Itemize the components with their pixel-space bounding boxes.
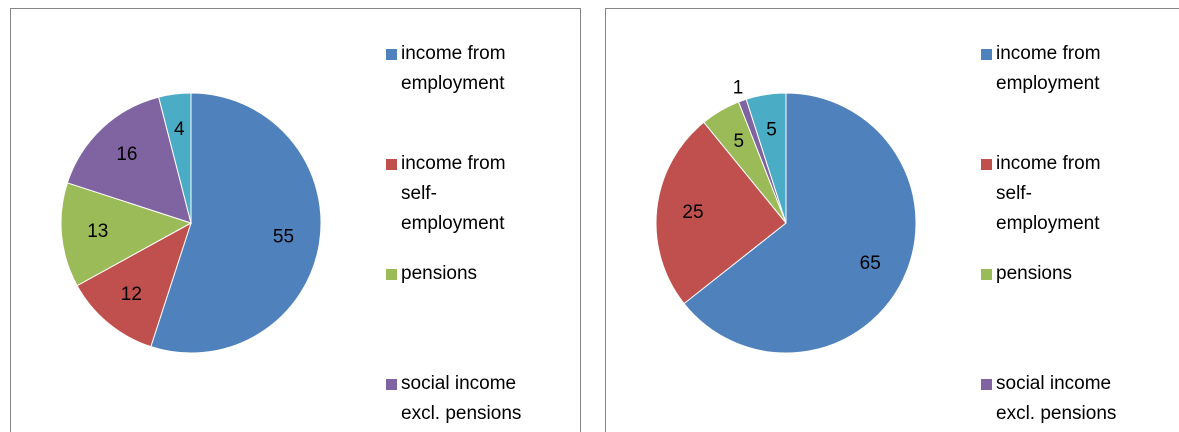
legend-item: income from self-employment: [386, 149, 533, 239]
data-label: 55: [273, 227, 294, 248]
legend-item: pensions: [981, 259, 1128, 289]
legend-swatch: [386, 269, 397, 280]
pie-chart: 65 25 5 1 5: [655, 77, 917, 354]
legend-swatch: [386, 159, 397, 170]
pie-slice: [745, 92, 787, 224]
chart-panel: 55 12 13 16 4 income from employment income fr…: [10, 8, 581, 432]
legend-label: social income excl. pensions: [401, 373, 522, 424]
legend-label: pensions: [401, 263, 478, 284]
data-label: 16: [116, 144, 137, 165]
legend-label: pensions: [996, 263, 1073, 284]
data-label: 1: [733, 77, 744, 98]
legend-label: income from employment: [996, 43, 1101, 94]
data-label: 65: [860, 253, 881, 274]
legend-item: income from employment: [386, 39, 533, 99]
pie-slice: [76, 221, 192, 348]
data-label: 5: [766, 120, 777, 141]
pie-slice: [66, 96, 192, 224]
legend-label: income from employment: [401, 43, 506, 94]
legend-swatch: [981, 269, 992, 280]
pie-slice: [683, 92, 917, 354]
legend-label: income from self-employment: [401, 153, 506, 234]
legend-swatch: [386, 379, 397, 390]
legend-swatch: [981, 49, 992, 60]
data-label: 4: [174, 119, 185, 140]
legend-item: pensions: [386, 259, 533, 289]
legend-swatch: [981, 379, 992, 390]
pie-slice: [60, 182, 193, 287]
legend-label: income from self-employment: [996, 153, 1101, 234]
legend-item: social income excl. pensions: [981, 369, 1128, 429]
legend-item: income from self-employment: [981, 149, 1128, 239]
data-label: 25: [682, 202, 703, 223]
data-label: 13: [87, 221, 108, 242]
legend-swatch: [981, 159, 992, 170]
pie-chart: 55 12 13 16 4: [60, 92, 322, 354]
legend-item: social income excl. pensions: [386, 369, 533, 429]
pie-slice: [150, 92, 322, 354]
legend-swatch: [386, 49, 397, 60]
chart-panel: 65 25 5 1 5 income from employment income from…: [605, 8, 1179, 432]
data-label: 12: [121, 284, 142, 305]
legend-item: income from employment: [981, 39, 1128, 99]
pie-slice: [158, 92, 192, 224]
legend-label: social income excl. pensions: [996, 373, 1117, 424]
data-label: 5: [733, 131, 744, 152]
pie-slice: [655, 121, 787, 305]
